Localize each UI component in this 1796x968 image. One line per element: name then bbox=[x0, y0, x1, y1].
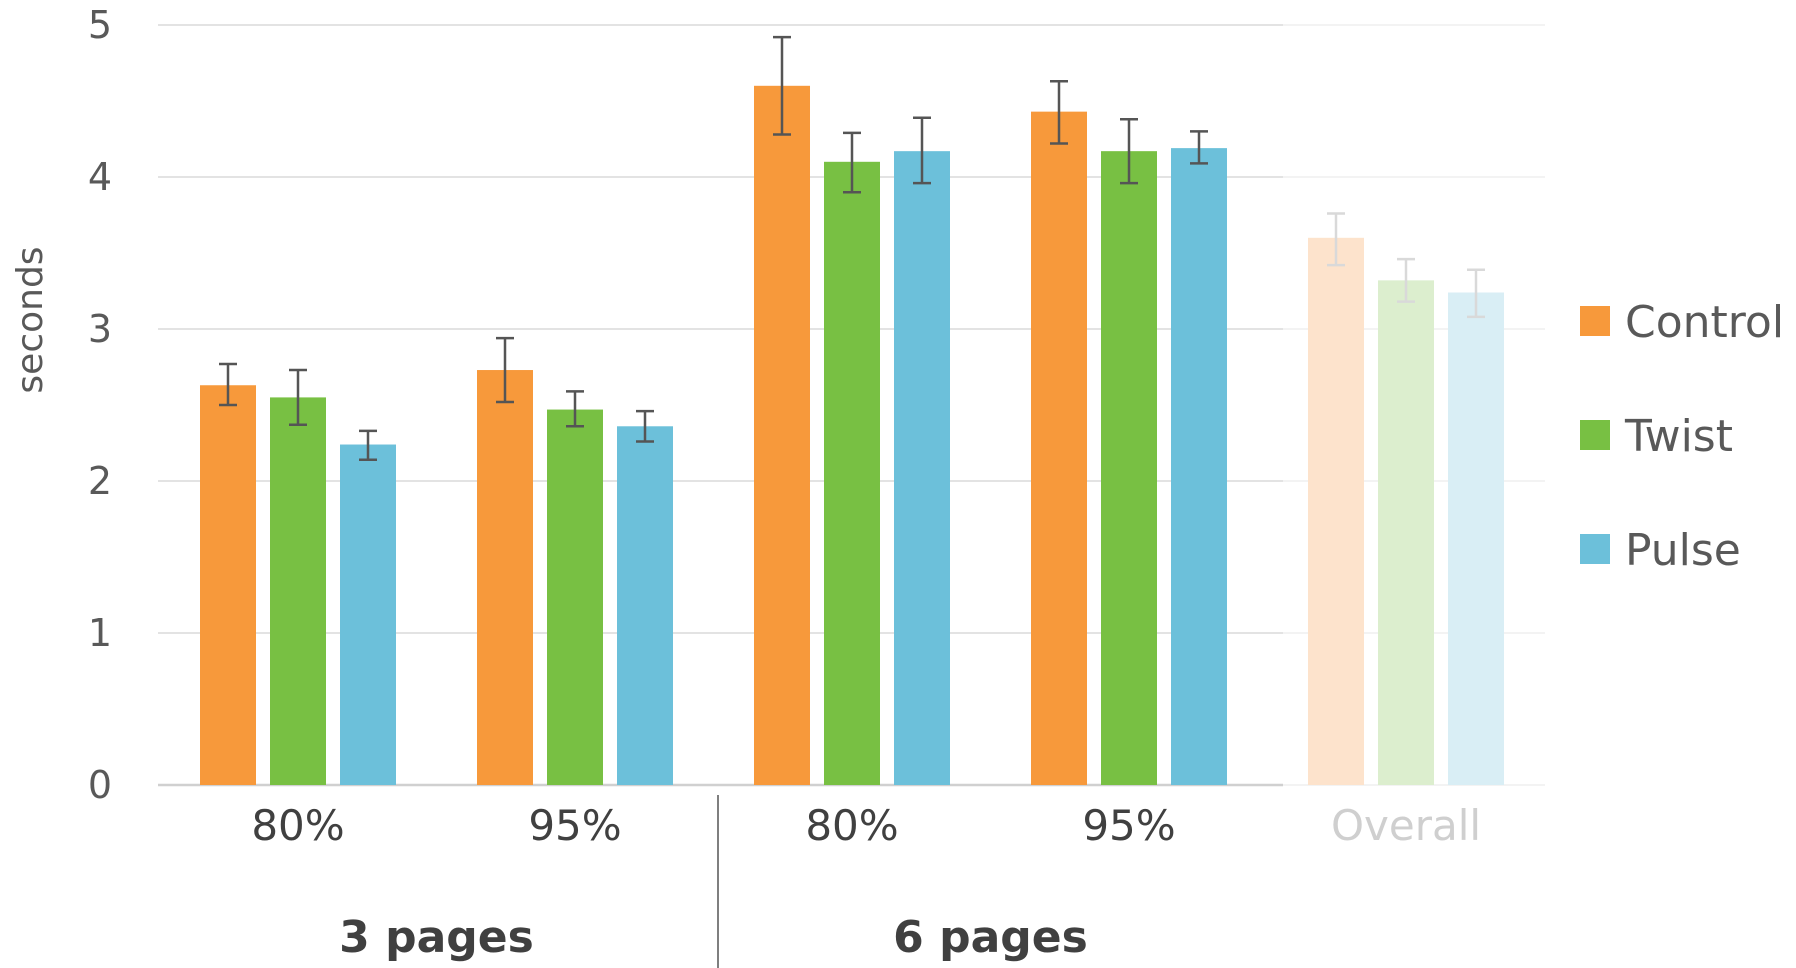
error-bar bbox=[1190, 130, 1208, 165]
bar-control bbox=[1031, 111, 1087, 785]
error-bar bbox=[1397, 257, 1415, 303]
x-category-label: 80% bbox=[251, 801, 344, 850]
y-tick-label: 4 bbox=[88, 155, 112, 199]
x-category-label: 95% bbox=[1082, 801, 1175, 850]
error-bar bbox=[219, 362, 237, 407]
legend-label: Control bbox=[1625, 297, 1784, 348]
bar-twist bbox=[824, 161, 880, 786]
error-bar bbox=[496, 336, 514, 404]
error-bar bbox=[289, 368, 307, 427]
error-bar bbox=[1467, 268, 1485, 319]
bar-pulse bbox=[340, 444, 396, 785]
bar-control bbox=[1308, 237, 1364, 786]
bar-pulse bbox=[1171, 148, 1227, 785]
error-bar bbox=[636, 409, 654, 443]
error-bar bbox=[843, 131, 861, 194]
y-tick-label: 5 bbox=[88, 3, 112, 47]
y-tick-label: 2 bbox=[88, 459, 112, 503]
legend-label: Pulse bbox=[1625, 525, 1741, 576]
y-tick-label: 1 bbox=[88, 611, 112, 655]
bar-control bbox=[477, 370, 533, 785]
x-category-label: 80% bbox=[805, 801, 898, 850]
error-bar bbox=[1050, 79, 1068, 145]
y-tick-label: 0 bbox=[88, 763, 112, 807]
x-axis: 80% 95% 80% 95% Overall 3 pages 6 pages bbox=[251, 795, 1481, 968]
error-bar bbox=[1120, 117, 1138, 185]
y-tick-label: 3 bbox=[88, 307, 112, 351]
y-axis: 0 1 2 3 4 5 bbox=[88, 3, 112, 807]
bar-twist bbox=[1378, 280, 1434, 785]
bar-pulse bbox=[617, 426, 673, 785]
legend-label: Twist bbox=[1624, 411, 1733, 462]
error-bar bbox=[1327, 212, 1345, 267]
x-category-label: 95% bbox=[528, 801, 621, 850]
bar-twist bbox=[270, 397, 326, 785]
bar-twist bbox=[547, 409, 603, 785]
legend-swatch bbox=[1580, 306, 1610, 336]
x-category-label: Overall bbox=[1331, 801, 1481, 850]
bar-control bbox=[200, 385, 256, 785]
x-group-label: 6 pages bbox=[893, 912, 1088, 963]
legend-item-pulse: Pulse bbox=[1580, 525, 1741, 576]
bar-twist bbox=[1101, 151, 1157, 785]
bar-control bbox=[754, 85, 810, 786]
error-bar bbox=[913, 116, 931, 185]
legend-swatch bbox=[1580, 534, 1610, 564]
error-bar bbox=[566, 390, 584, 428]
error-bars bbox=[219, 35, 1485, 461]
error-bar bbox=[359, 429, 377, 461]
legend-swatch bbox=[1580, 420, 1610, 450]
legend: Control Twist Pulse bbox=[1580, 297, 1784, 576]
x-group-label: 3 pages bbox=[339, 912, 534, 963]
bars bbox=[200, 85, 1504, 786]
bar-pulse bbox=[1448, 292, 1504, 785]
error-bar bbox=[773, 35, 791, 136]
y-axis-title: seconds bbox=[10, 246, 51, 393]
legend-item-control: Control bbox=[1580, 297, 1784, 348]
legend-item-twist: Twist bbox=[1580, 411, 1733, 462]
bar-pulse bbox=[894, 151, 950, 785]
